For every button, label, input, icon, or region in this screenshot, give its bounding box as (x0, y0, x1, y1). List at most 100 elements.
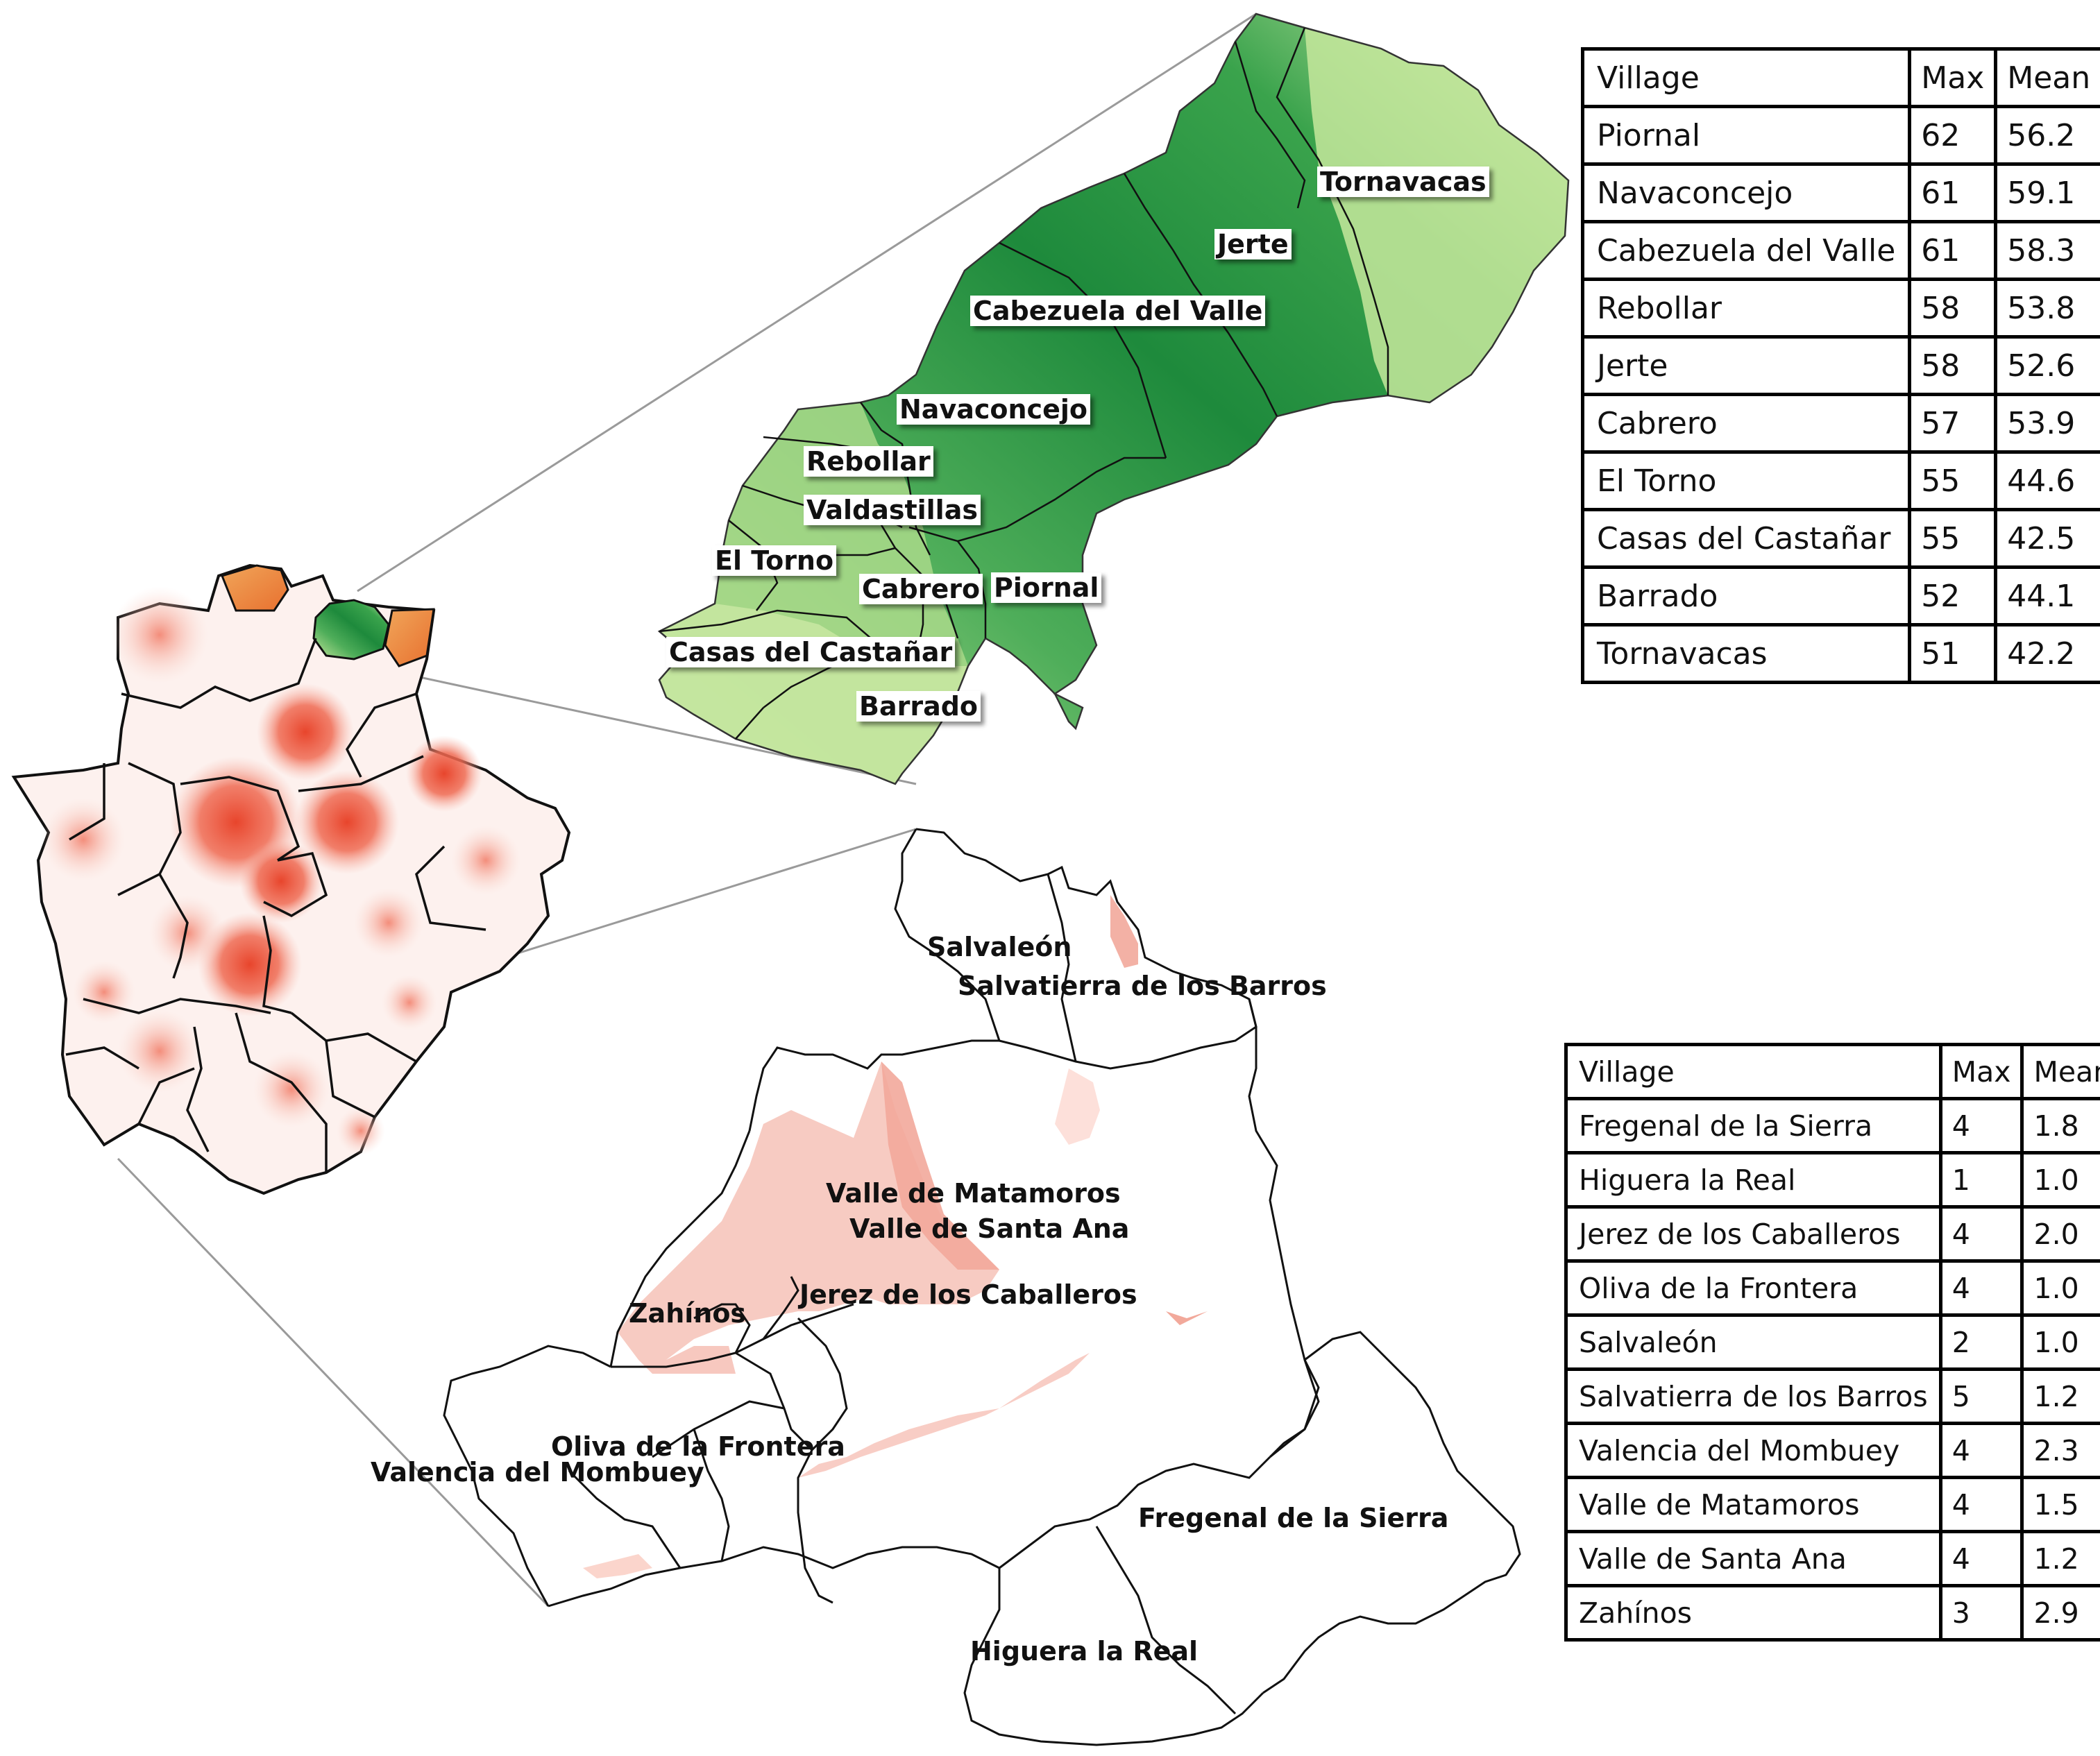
zoom-map-jerte-valley (657, 12, 1570, 785)
cell-village: Navaconcejo (1580, 162, 1912, 223)
cell-village: Jerez de los Caballeros (1564, 1205, 1942, 1263)
cell-mean: 58.3 (1994, 220, 2100, 281)
cell-mean: 1.5 (2020, 1476, 2100, 1533)
table-row: Salvaleón 2 1.0 (1564, 1313, 2100, 1371)
cell-max: 1 (1938, 1151, 2024, 1209)
table-row: Valencia del Mombuey 4 2.3 (1564, 1422, 2100, 1479)
cell-mean: 52.6 (1994, 335, 2100, 396)
label-fregenal-de-la-sierra: Fregenal de la Sierra (1138, 1503, 1449, 1533)
table-row: Fregenal de la Sierra 4 1.8 (1564, 1097, 2100, 1154)
label-valencia-del-mombuey: Valencia del Mombuey (371, 1457, 704, 1488)
cell-village: Zahínos (1564, 1584, 1942, 1642)
table-row: Cabrero 57 53.9 (1580, 393, 2100, 454)
label-salvaleon: Salvaleón (927, 932, 1072, 962)
cell-max: 55 (1908, 450, 1998, 511)
label-jerez-de-los-caballeros: Jerez de los Caballeros (799, 1279, 1137, 1310)
zoom-map-southwest (443, 828, 1521, 1746)
cell-max: 58 (1908, 335, 1998, 396)
cell-mean: 1.2 (2020, 1367, 2100, 1425)
table-row: El Torno 55 44.6 (1580, 450, 2100, 511)
table-row: Valle de Matamoros 4 1.5 (1564, 1476, 2100, 1533)
table-row: Zahínos 3 2.9 (1564, 1584, 2100, 1642)
label-valle-de-matamoros: Valle de Matamoros (826, 1178, 1121, 1209)
label-zahinos: Zahínos (629, 1298, 747, 1329)
label-barrado: Barrado (856, 691, 981, 722)
table-southwest-villages: Village Max Mean Fregenal de la Sierra41… (1564, 1043, 2100, 1642)
cell-mean: 42.2 (1994, 623, 2100, 684)
cell-village: Barrado (1580, 565, 1912, 626)
cell-max: 57 (1908, 393, 1998, 454)
cell-village: Salvatierra de los Barros (1564, 1367, 1942, 1425)
cell-max: 52 (1908, 565, 1998, 626)
overview-heat-map (11, 563, 571, 1195)
label-valdastillas: Valdastillas (804, 495, 981, 525)
cell-max: 4 (1938, 1097, 2024, 1154)
cell-village: Higuera la Real (1564, 1151, 1942, 1209)
label-rebollar: Rebollar (804, 446, 933, 477)
header-mean: Mean (1994, 47, 2100, 108)
header-village: Village (1580, 47, 1912, 108)
table-jerte-villages: Village Max Mean Piornal 62 56.2 Navaconce… (1580, 47, 2100, 684)
cell-village: Valencia del Mombuey (1564, 1422, 1942, 1479)
cell-mean: 44.1 (1994, 565, 2100, 626)
cell-mean: 42.5 (1994, 508, 2100, 569)
cell-max: 61 (1908, 162, 1998, 223)
cell-max: 58 (1908, 278, 1998, 339)
cell-max: 4 (1938, 1259, 2024, 1317)
label-valle-de-santa-ana: Valle de Santa Ana (849, 1213, 1130, 1244)
cell-village: Casas del Castañar (1580, 508, 1912, 569)
table-row: Salvatierra de los Barros 5 1.2 (1564, 1367, 2100, 1425)
cell-village: Valle de Matamoros (1564, 1476, 1942, 1533)
header-village: Village (1564, 1043, 1942, 1100)
cell-max: 4 (1938, 1422, 2024, 1479)
cell-max: 62 (1908, 105, 1998, 166)
cell-village: Cabrero (1580, 393, 1912, 454)
cell-max: 3 (1938, 1584, 2024, 1642)
label-el-torno: El Torno (712, 545, 837, 576)
label-casas-del-castanar: Casas del Castañar (666, 637, 956, 667)
cell-max: 51 (1908, 623, 1998, 684)
table-row: Tornavacas 51 42.2 (1580, 623, 2100, 684)
table-row: Oliva de la Frontera 4 1.0 (1564, 1259, 2100, 1317)
label-salvatierra-de-los-barros: Salvatierra de los Barros (958, 971, 1327, 1001)
cell-mean: 1.0 (2020, 1151, 2100, 1209)
cell-mean: 1.8 (2020, 1097, 2100, 1154)
table-row: Higuera la Real 1 1.0 (1564, 1151, 2100, 1209)
cell-mean: 53.9 (1994, 393, 2100, 454)
header-max: Max (1938, 1043, 2024, 1100)
cell-mean: 2.0 (2020, 1205, 2100, 1263)
table-row: Jerez de los Caballeros 4 2.0 (1564, 1205, 2100, 1263)
cell-village: Cabezuela del Valle (1580, 220, 1912, 281)
table-row: Cabezuela del Valle 61 58.3 (1580, 220, 2100, 281)
cell-max: 61 (1908, 220, 1998, 281)
table-row: Navaconcejo 61 59.1 (1580, 162, 2100, 223)
table-header-row: Village Max Mean (1564, 1043, 2100, 1100)
cell-village: Fregenal de la Sierra (1564, 1097, 1942, 1154)
cell-mean: 2.9 (2020, 1584, 2100, 1642)
table-row: Piornal 62 56.2 (1580, 105, 2100, 166)
table-row: Casas del Castañar 55 42.5 (1580, 508, 2100, 569)
header-mean: Mean (2020, 1043, 2100, 1100)
cell-max: 4 (1938, 1476, 2024, 1533)
cell-village: El Torno (1580, 450, 1912, 511)
cell-max: 5 (1938, 1367, 2024, 1425)
label-higuera-la-real: Higuera la Real (970, 1636, 1199, 1667)
cell-village: Oliva de la Frontera (1564, 1259, 1942, 1317)
table-header-row: Village Max Mean (1580, 47, 2100, 108)
cell-max: 4 (1938, 1530, 2024, 1587)
table-row: Valle de Santa Ana 4 1.2 (1564, 1530, 2100, 1587)
cell-village: Jerte (1580, 335, 1912, 396)
cell-village: Tornavacas (1580, 623, 1912, 684)
table-row: Rebollar 58 53.8 (1580, 278, 2100, 339)
label-jerte: Jerte (1214, 229, 1292, 259)
cell-mean: 1.0 (2020, 1259, 2100, 1317)
cell-max: 55 (1908, 508, 1998, 569)
table-row: Jerte 58 52.6 (1580, 335, 2100, 396)
header-max: Max (1908, 47, 1998, 108)
cell-max: 4 (1938, 1205, 2024, 1263)
label-piornal: Piornal (991, 572, 1102, 603)
cell-village: Valle de Santa Ana (1564, 1530, 1942, 1587)
cell-max: 2 (1938, 1313, 2024, 1371)
cell-mean: 53.8 (1994, 278, 2100, 339)
label-cabrero: Cabrero (859, 574, 983, 604)
